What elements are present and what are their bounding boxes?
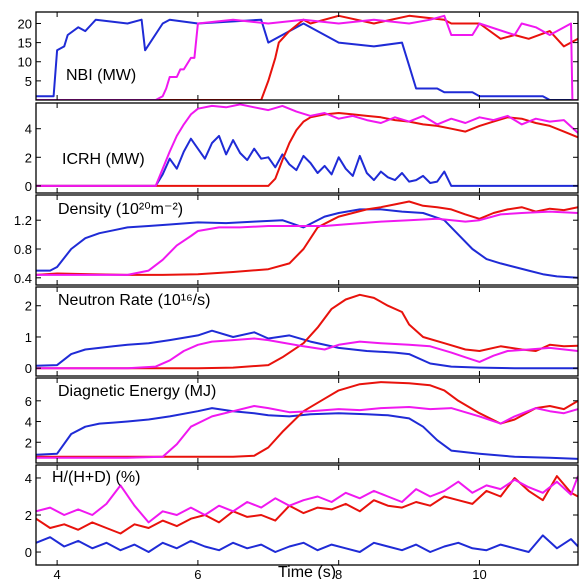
series-line-panel2-2 [36,112,578,187]
y-tick-label: 20 [18,16,32,31]
x-axis-label: Time (s) [278,564,336,579]
series-line-panel6-3 [36,475,578,524]
y-tick-label: 10 [18,55,32,70]
series-line-panel6-2 [36,475,578,535]
y-tick-label: 2 [25,299,32,314]
x-tick-label: 8 [335,567,342,579]
panel-label-3: Density (10²⁰m⁻²) [58,201,183,218]
y-tick-label: 0.4 [14,271,32,286]
x-tick-label: 10 [472,567,486,579]
y-tick-label: 6 [25,394,32,409]
y-tick-label: 1 [25,330,32,345]
x-tick-label: 4 [53,567,60,579]
series-line-panel5-3 [36,405,578,459]
series-line-panel5-1 [36,407,578,460]
panel-frame-2 [35,102,579,194]
panel-frame-3 [35,194,579,286]
series-line-panel2-1 [36,134,578,187]
y-tick-label: 0.8 [14,242,32,257]
series-line-panel2-3 [36,103,578,187]
y-tick-label: 4 [25,122,32,137]
series-line-panel3-3 [36,210,578,276]
y-tick-label: 5 [25,74,32,89]
series-line-panel3-2 [36,200,578,276]
series-line-panel1-1 [36,18,578,100]
panel-frame-5 [35,377,579,464]
panel-label-4: Neutron Rate (10¹⁶/s) [58,292,210,309]
x-tick-label: 6 [194,567,201,579]
series-line-panel1-3 [36,14,578,100]
panel-label-6: H/(H+D) (%) [52,469,140,486]
series-line-panel6-1 [36,534,578,553]
y-tick-label: 15 [18,36,32,51]
y-tick-label: 0 [25,545,32,560]
series-line-panel1-2 [36,14,578,100]
series-line-panel4-2 [36,293,578,370]
y-tick-label: 2 [25,150,32,165]
y-tick-label: 0 [25,179,32,194]
y-tick-label: 2 [25,435,32,450]
y-tick-label: 4 [25,415,32,430]
series-line-panel4-3 [36,337,578,370]
y-tick-label: 1.2 [14,213,32,228]
series-line-panel4-1 [36,329,578,370]
y-tick-label: 0 [25,361,32,376]
panel-frame-1 [35,11,579,101]
panel-label-5: Diagnetic Energy (MJ) [58,383,216,400]
series-line-panel5-2 [36,381,578,458]
y-tick-label: 4 [25,471,32,486]
panel-frame-4 [35,286,579,377]
panel-label-1: NBI (MW) [66,67,136,84]
series-line-panel3-1 [36,208,578,279]
y-tick-label: 2 [25,508,32,523]
panel-label-2: ICRH (MW) [62,151,145,168]
